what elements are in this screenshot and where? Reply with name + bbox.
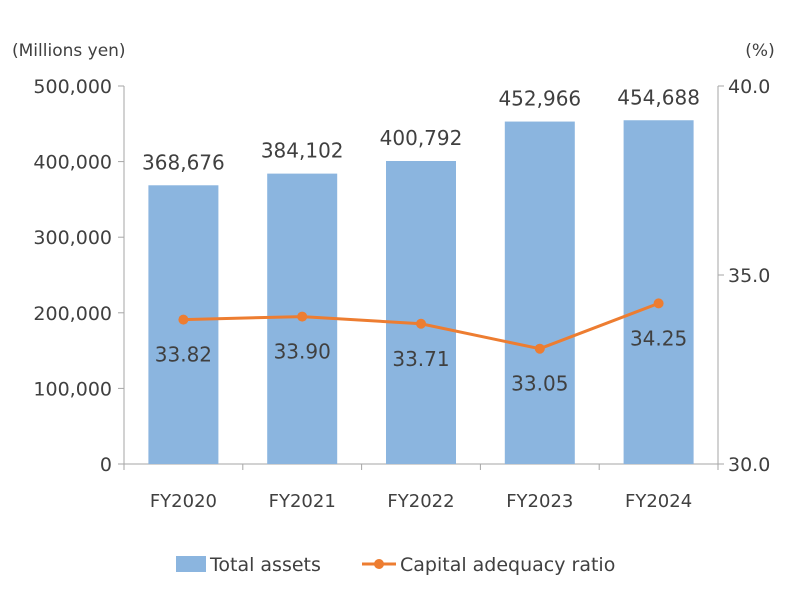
line-data-label: 33.90 [274, 340, 331, 364]
line-point [178, 314, 189, 325]
line-data-label: 33.71 [392, 347, 449, 371]
bar-data-label: 400,792 [380, 126, 463, 150]
x-axis-tick-label: FY2021 [269, 491, 336, 512]
left-axis-tick-label: 100,000 [33, 378, 112, 400]
right-axis-label: (%) [745, 41, 774, 61]
right-axis-tick-label: 35.0 [728, 265, 770, 287]
right-axis-tick-label: 30.0 [728, 454, 770, 476]
bar-data-label: 452,966 [498, 87, 581, 111]
left-axis-tick-label: 0 [100, 454, 112, 476]
legend-bar-swatch [176, 556, 206, 572]
x-axis-tick-label: FY2020 [150, 491, 217, 512]
line-data-label: 33.05 [511, 372, 568, 396]
bar [148, 185, 219, 464]
left-axis-tick-label: 200,000 [33, 303, 112, 325]
line-data-label: 33.82 [155, 343, 212, 367]
bar [504, 121, 575, 464]
right-axis-tick-label: 40.0 [728, 76, 770, 98]
bar-data-label: 454,688 [617, 85, 700, 109]
legend-line-label: Capital adequacy ratio [400, 554, 615, 576]
bar-data-label: 384,102 [261, 139, 344, 163]
left-axis-tick-label: 400,000 [33, 152, 112, 174]
line-data-label: 34.25 [630, 326, 687, 350]
bar-data-label: 368,676 [142, 150, 225, 174]
legend-line-marker [374, 559, 384, 569]
x-axis-tick-label: FY2023 [506, 491, 573, 512]
legend-bar-label: Total assets [209, 554, 321, 576]
bar [623, 120, 694, 465]
line-point [653, 298, 664, 309]
x-axis-tick-label: FY2024 [625, 491, 692, 512]
left-axis-tick-label: 300,000 [33, 227, 112, 249]
line-point [297, 311, 308, 322]
left-axis-tick-label: 500,000 [33, 76, 112, 98]
line-point [534, 343, 545, 354]
bar [386, 161, 456, 464]
left-axis-label: (Millions yen) [12, 41, 126, 61]
x-axis-tick-label: FY2022 [387, 491, 454, 512]
line-point [416, 318, 426, 329]
legend: Total assets Capital adequacy ratio [176, 554, 615, 576]
